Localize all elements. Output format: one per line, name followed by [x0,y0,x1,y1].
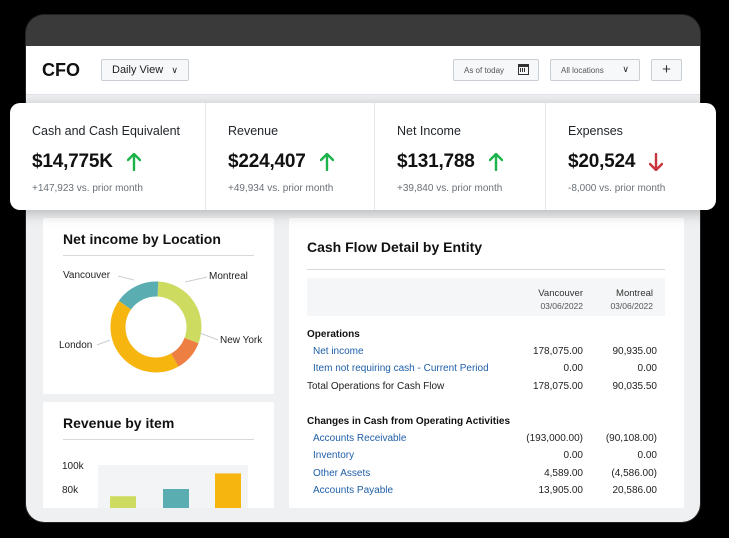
row-value: 13,905.00 [538,485,584,496]
donut-slice-montreal[interactable] [157,281,202,344]
section-title: Operations [307,329,360,340]
kpi-delta: -8,000 vs. prior month [568,183,666,194]
column-header-entity: Vancouver [538,288,583,299]
date-picker-button[interactable]: As of today [453,59,539,81]
row-label: Total Operations for Cash Flow [307,381,445,392]
revenue-bar[interactable] [163,489,189,508]
app-logo: CFO [42,60,80,80]
kpi-revenue[interactable]: Revenue $224,407 +49,934 vs. prior month [206,103,375,210]
kpi-delta: +49,934 vs. prior month [228,183,334,194]
column-header-entity: Montreal [616,288,653,299]
location-select[interactable]: All locations ∨ [550,59,640,81]
top-bar: CFO Daily View ∨ As of today All locatio… [26,46,700,95]
donut-label-new-york: New York [220,335,263,346]
row-value: 90,035.50 [612,381,658,392]
card-title: Revenue by item [63,415,175,431]
card-title: Cash Flow Detail by Entity [307,239,483,255]
kpi-value: $20,524 [568,151,636,172]
row-value: 4,589.00 [544,468,583,479]
card-divider [307,269,665,270]
cash-flow-card [289,218,684,508]
revenue-bar[interactable] [110,496,136,508]
revenue-bar-chart: 100k 80k [62,461,248,508]
view-select-label: Daily View [112,64,164,76]
column-header-date: 03/06/2022 [540,301,583,311]
kpi-value: $224,407 [228,151,306,172]
donut-slice-vancouver[interactable] [118,281,159,310]
donut-slice-london[interactable] [110,300,179,373]
row-value: (4,586.00) [611,468,657,479]
calendar-icon [518,64,529,75]
add-button[interactable]: + [651,59,682,81]
row-value: (90,108.00) [605,433,657,444]
kpi-value: $131,788 [397,151,475,172]
donut-label-montreal: Montreal [209,271,248,282]
kpi-expenses[interactable]: Expenses $20,524 -8,000 vs. prior month [546,103,716,210]
donut-label-london: London [59,340,93,351]
row-value: 20,586.00 [612,485,658,496]
row-value: 0.00 [637,363,657,374]
kpi-label: Revenue [228,124,279,138]
card-title: Net income by Location [63,231,221,247]
row-label-link[interactable]: Accounts Receivable [313,433,407,444]
row-value: 178,075.00 [532,346,583,357]
section-title: Changes in Cash from Operating Activitie… [307,416,511,427]
row-label-link[interactable]: Inventory [313,450,355,461]
donut-chart [110,281,202,373]
kpi-label: Net Income [397,124,461,138]
row-value: 90,935.00 [612,346,658,357]
chevron-down-icon: ∨ [171,65,178,75]
row-label-link[interactable]: Accounts Payable [313,485,394,496]
cash-flow-table-header [307,278,665,316]
card-divider [63,439,254,440]
kpi-value: $14,775K [32,151,113,172]
kpi-delta: +39,840 vs. prior month [397,183,503,194]
kpi-label: Expenses [568,124,623,138]
chevron-down-icon: ∨ [622,64,629,74]
y-tick-label: 80k [62,485,79,496]
arrow-up-icon [488,153,503,171]
y-tick-label: 100k [62,461,85,472]
arrow-up-icon [126,153,141,171]
row-value: 0.00 [563,363,583,374]
card-divider [63,255,254,256]
kpi-net-income[interactable]: Net Income $131,788 +39,840 vs. prior mo… [375,103,546,210]
view-select[interactable]: Daily View ∨ [101,59,189,81]
kpi-strip: Cash and Cash Equivalent $14,775K +147,9… [10,103,716,210]
kpi-delta: +147,923 vs. prior month [32,183,143,194]
row-label-link[interactable]: Net income [313,346,364,357]
revenue-bar[interactable] [215,473,241,508]
donut-slice-new-york[interactable] [170,337,199,367]
row-value: (193,000.00) [526,433,583,444]
row-label-link[interactable]: Other Assets [313,468,371,479]
arrow-down-icon [649,153,664,171]
row-value: 0.00 [563,450,583,461]
row-value: 0.00 [637,450,657,461]
kpi-cash[interactable]: Cash and Cash Equivalent $14,775K +147,9… [10,103,206,210]
arrow-up-icon [319,153,334,171]
row-value: 178,075.00 [532,381,583,392]
date-picker-label: As of today [464,66,505,75]
location-select-label: All locations [561,66,604,75]
donut-label-vancouver: Vancouver [63,270,111,281]
row-label-link[interactable]: Item not requiring cash - Current Period [313,363,489,374]
column-header-date: 03/06/2022 [610,301,653,311]
kpi-label: Cash and Cash Equivalent [32,124,181,138]
